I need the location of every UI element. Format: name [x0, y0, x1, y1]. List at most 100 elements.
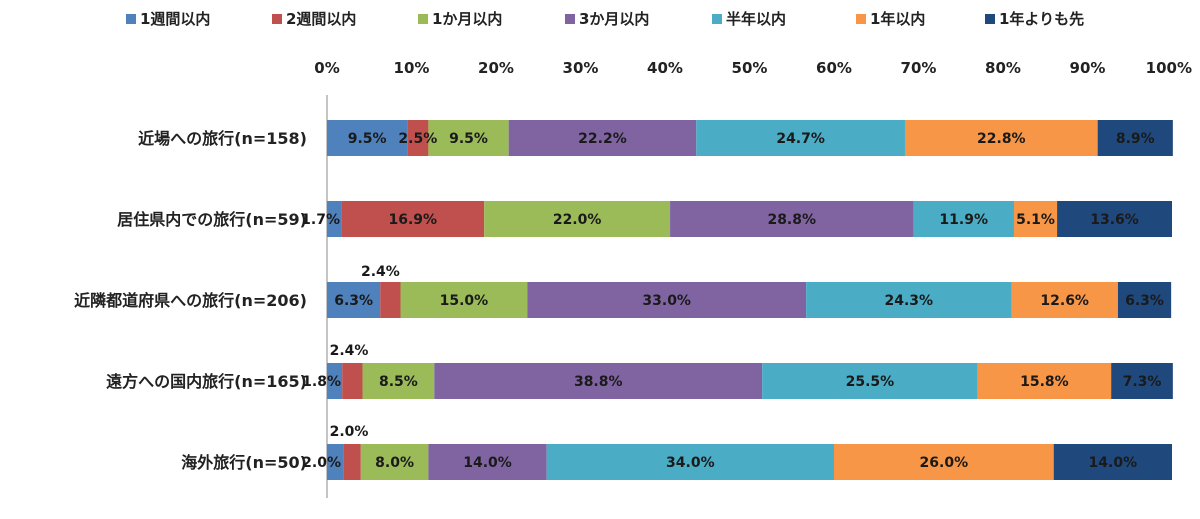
bar-segment: [546, 444, 834, 480]
legend-swatch-2: [272, 14, 282, 24]
bar-segment: [360, 444, 429, 480]
bar-segment: [327, 201, 342, 237]
legend-label-6: 1年以内: [870, 10, 925, 28]
bar-segment: [977, 363, 1112, 399]
bar-segment: [407, 120, 429, 156]
bar-segment: [904, 120, 1098, 156]
bar-segment: [428, 444, 547, 480]
legend-swatch-4: [565, 14, 575, 24]
bar-segment: [434, 363, 763, 399]
x-axis-ticks: 0% 10% 20% 30% 40% 50% 60% 70% 80% 90% 100%: [314, 59, 1192, 77]
data-label: 33.0%: [642, 293, 691, 309]
x-tick-label: 0%: [314, 59, 339, 77]
category-label: 近場への旅行(n=158): [138, 129, 307, 148]
data-label: 25.5%: [846, 374, 895, 390]
bar-segment: [327, 282, 381, 318]
x-tick-label: 20%: [478, 59, 514, 77]
bar-segment: [484, 201, 671, 237]
data-label: 14.0%: [1089, 455, 1138, 471]
data-label: 11.9%: [939, 212, 988, 228]
data-label: 6.3%: [1125, 293, 1164, 309]
data-label: 24.3%: [884, 293, 933, 309]
data-label: 15.0%: [440, 293, 489, 309]
data-label: 5.1%: [1016, 212, 1055, 228]
data-label: 2.4%: [330, 343, 369, 359]
x-tick-label: 40%: [647, 59, 683, 77]
data-label: 6.3%: [334, 293, 373, 309]
bar-segment: [1117, 282, 1172, 318]
data-label: 28.8%: [767, 212, 816, 228]
bar-segment: [327, 363, 343, 399]
x-tick-label: 100%: [1146, 59, 1192, 77]
data-label: 8.5%: [379, 374, 418, 390]
bar-segment: [834, 444, 1054, 480]
data-label: 14.0%: [463, 455, 512, 471]
bar-segment: [380, 282, 401, 318]
bar-segment: [1053, 444, 1172, 480]
data-label: 9.5%: [449, 131, 488, 147]
bar-segment: [428, 120, 509, 156]
bar-segment: [806, 282, 1012, 318]
x-tick-label: 60%: [816, 59, 852, 77]
legend-swatch-5: [712, 14, 722, 24]
data-label: 16.9%: [388, 212, 437, 228]
data-label: 7.3%: [1123, 374, 1162, 390]
x-tick-label: 10%: [394, 59, 430, 77]
legend-label-1: 1週間以内: [140, 10, 210, 28]
data-label: 9.5%: [348, 131, 387, 147]
data-label: 22.0%: [553, 212, 602, 228]
data-label: 2.0%: [302, 455, 341, 471]
bar-segment: [1111, 363, 1173, 399]
category-label: 居住県内での旅行(n=59): [117, 210, 307, 229]
bar-segment: [508, 120, 697, 156]
data-label: 1.8%: [302, 374, 341, 390]
legend-swatch-1: [126, 14, 136, 24]
legend-swatch-6: [856, 14, 866, 24]
bar-segment: [1011, 282, 1118, 318]
legend-label-7: 1年よりも先: [999, 10, 1084, 28]
legend-label-2: 2週間以内: [286, 10, 356, 28]
legend-label-3: 1か月以内: [432, 10, 502, 28]
x-tick-label: 30%: [563, 59, 599, 77]
bar-segment: [400, 282, 528, 318]
data-label: 8.9%: [1116, 131, 1155, 147]
data-label: 15.8%: [1020, 374, 1069, 390]
x-tick-label: 90%: [1070, 59, 1106, 77]
bar-segment: [1097, 120, 1173, 156]
legend: 1週間以内 2週間以内 1か月以内 3か月以内 半年以内 1年以内 1年よりも先: [126, 10, 1084, 28]
bar-segment: [342, 363, 363, 399]
legend-label-5: 半年以内: [726, 10, 786, 28]
bar-segment: [1057, 201, 1172, 237]
data-label: 1.7%: [301, 212, 340, 228]
bar-segment: [527, 282, 807, 318]
category-label: 海外旅行(n=50): [181, 453, 307, 472]
bar-segment: [762, 363, 978, 399]
data-label: 22.2%: [578, 131, 627, 147]
data-label: 8.0%: [375, 455, 414, 471]
bar-segment: [343, 444, 361, 480]
data-label: 34.0%: [666, 455, 715, 471]
bars: 9.5% 2.5% 9.5% 22.2% 24.7% 22.8% 8.9% 1.7% 16.9%…: [301, 120, 1173, 480]
data-label: 2.4%: [361, 264, 400, 280]
bar-segment: [1013, 201, 1058, 237]
bar-segment: [327, 444, 344, 480]
data-label: 38.8%: [574, 374, 623, 390]
data-label: 22.8%: [977, 131, 1026, 147]
legend-swatch-3: [418, 14, 428, 24]
category-label: 近隣都道府県への旅行(n=206): [74, 291, 307, 310]
data-label: 2.5%: [398, 131, 437, 147]
data-label: 2.0%: [330, 424, 369, 440]
x-tick-label: 70%: [901, 59, 937, 77]
data-label: 24.7%: [776, 131, 825, 147]
bar-segment: [670, 201, 914, 237]
bar-segment: [696, 120, 905, 156]
bar-segment: [362, 363, 435, 399]
bar-segment: [341, 201, 485, 237]
category-label: 遠方への国内旅行(n=165): [106, 372, 307, 391]
legend-swatch-7: [985, 14, 995, 24]
data-label: 12.6%: [1040, 293, 1089, 309]
x-tick-label: 50%: [732, 59, 768, 77]
data-label: 13.6%: [1090, 212, 1139, 228]
bar-segment: [327, 120, 408, 156]
